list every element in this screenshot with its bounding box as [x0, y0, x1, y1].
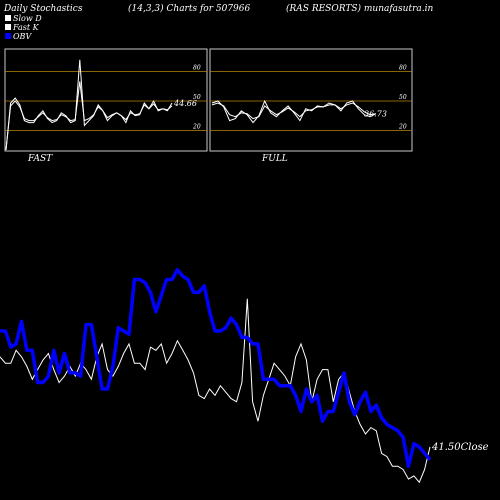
legend-label-slow-d: Slow D — [13, 14, 42, 23]
full-panel-label: FULL — [261, 154, 288, 164]
full-last-value: 36.73 — [364, 110, 387, 119]
fast-panel-frame — [4, 48, 208, 152]
full-d-line — [211, 102, 377, 120]
full-panel-frame — [209, 48, 413, 152]
legend-swatch-fast-k — [5, 24, 11, 30]
obv-line — [0, 268, 432, 468]
legend-label-obv: OBV — [13, 32, 32, 41]
legend-label-fast-k: Fast K — [12, 23, 40, 32]
header-right: (RAS RESORTS) munafasutra.in — [286, 3, 433, 14]
close-price-label: 41.50Close — [431, 442, 489, 453]
full-tick-80: 80 — [399, 65, 407, 72]
fast-panel-label: FAST — [27, 154, 53, 164]
header-left: Daily Stochastics — [3, 4, 83, 14]
fast-stochastics-panel: 80 50 20 44.66 FAST — [4, 48, 208, 164]
full-k-line — [211, 99, 377, 124]
fast-k-line — [5, 59, 173, 151]
header-center: (14,3,3) Charts for 507966 — [128, 3, 250, 14]
legend-swatch-slow-d — [5, 15, 11, 21]
fast-tick-50: 50 — [193, 94, 201, 101]
fast-last-value: 44.66 — [173, 99, 197, 108]
fast-tick-20: 20 — [192, 123, 201, 130]
legend-swatch-obv — [5, 33, 11, 39]
full-stochastics-panel: 80 50 20 36.73 FULL — [209, 48, 413, 164]
full-tick-20: 20 — [398, 123, 407, 130]
price-line — [0, 298, 431, 484]
full-tick-50: 50 — [399, 94, 407, 101]
price-obv-panel: 41.50Close — [0, 268, 489, 484]
slow-d-line — [5, 81, 173, 151]
fast-tick-80: 80 — [193, 65, 201, 72]
